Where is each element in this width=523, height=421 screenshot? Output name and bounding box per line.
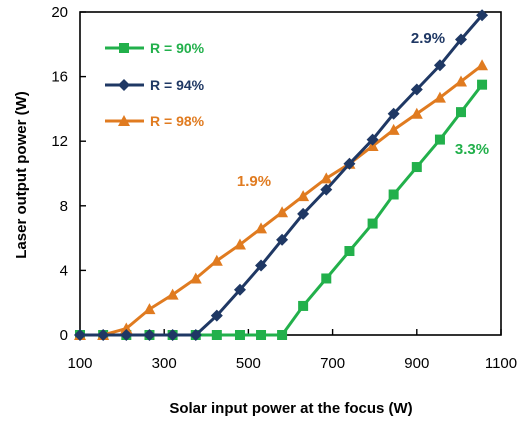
data-point [344,246,355,257]
data-point [210,309,223,322]
x-tick-label: 500 [236,355,261,372]
data-point [410,107,423,119]
data-point [233,283,246,296]
data-point [411,162,422,173]
data-point [433,91,446,103]
x-tick-label: 1100 [485,355,517,372]
series-3 [74,59,489,340]
data-point [210,254,223,266]
data-point [166,288,179,300]
data-point [366,133,379,146]
data-point [297,207,310,220]
x-tick-label: 300 [152,355,177,372]
data-point [433,59,446,72]
data-point [320,183,333,196]
data-point [211,330,222,340]
data-point [120,322,133,334]
data-point [476,59,489,71]
legend-label: R = 90% [150,40,205,56]
x-tick-label: 900 [404,355,429,372]
series-2 [74,9,489,341]
series-line [80,64,483,337]
data-point [74,329,86,341]
data-point [388,189,399,200]
data-point [434,134,445,145]
data-point [120,329,133,341]
data-point [321,273,332,284]
data-point [297,190,310,202]
data-point [455,75,468,87]
x-tick-label: 100 [67,355,92,372]
data-point [410,83,423,96]
data-point [166,329,179,341]
x-axis-title: Solar input power at the focus (W) [169,400,412,417]
data-point [189,272,202,284]
data-point [455,33,468,46]
data-point [97,329,110,341]
data-point [387,107,400,120]
series-line [80,14,484,337]
data-point [234,330,245,340]
data-point [387,123,400,135]
data-point [277,330,288,340]
data-point [367,218,378,229]
data-point [233,238,246,250]
annotation-label: 3.3% [455,141,489,158]
y-tick-label: 8 [60,198,68,215]
data-point [477,79,488,90]
data-point [343,157,356,170]
y-tick-label: 16 [51,69,68,86]
data-point [256,330,267,340]
legend-marker [118,79,130,91]
y-tick-label: 0 [60,327,68,344]
y-tick-label: 4 [60,262,68,279]
data-point [255,259,268,272]
x-tick-label: 700 [320,355,345,372]
data-point [143,303,156,315]
y-tick-label: 20 [51,4,68,21]
annotation-label: 1.9% [237,173,271,190]
annotation-label: 2.9% [411,30,445,47]
data-point [298,300,309,311]
legend-marker [119,43,129,53]
data-point [276,233,289,246]
y-tick-label: 12 [51,133,68,150]
data-point [255,222,268,234]
data-point [143,329,156,341]
data-point [276,206,289,218]
y-axis-title: Laser output power (W) [13,91,30,259]
data-point [320,172,333,184]
data-point [476,9,489,22]
legend-label: R = 98% [150,113,205,129]
plot-frame [79,11,502,336]
data-point [456,107,467,118]
legend-marker [118,115,130,126]
legend-label: R = 94% [150,77,205,93]
data-point [189,329,202,341]
